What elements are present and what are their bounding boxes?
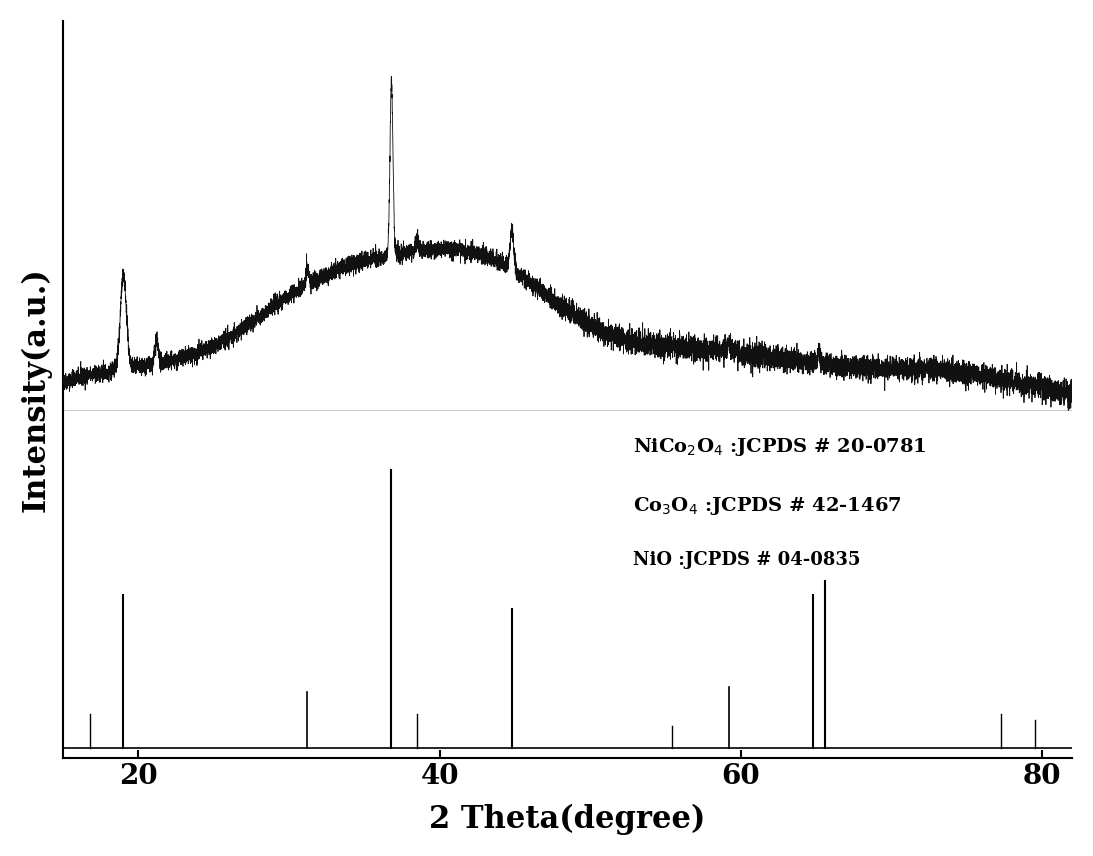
X-axis label: 2 Theta(degree): 2 Theta(degree) [430,804,706,835]
Y-axis label: Intensity(a.u.): Intensity(a.u.) [21,267,52,512]
Text: NiCo$_2$O$_4$ :JCPDS # 20-0781: NiCo$_2$O$_4$ :JCPDS # 20-0781 [633,437,927,458]
Text: NiO :JCPDS # 04-0835: NiO :JCPDS # 04-0835 [633,551,861,569]
Text: Co$_3$O$_4$ :JCPDS # 42-1467: Co$_3$O$_4$ :JCPDS # 42-1467 [633,495,902,517]
